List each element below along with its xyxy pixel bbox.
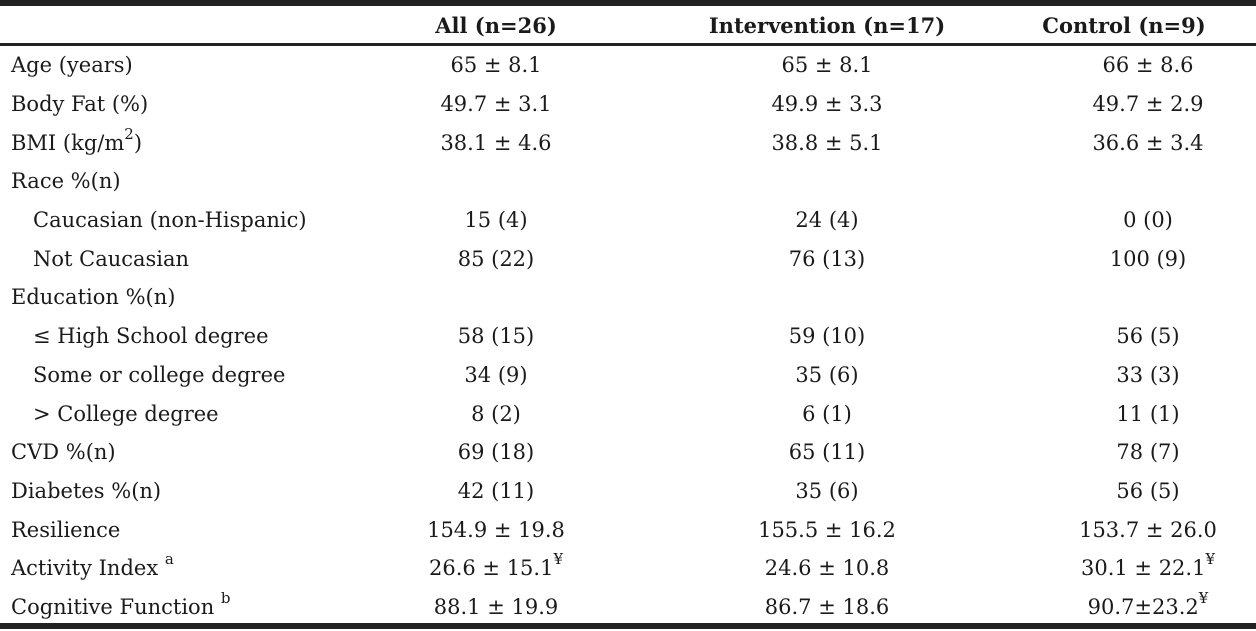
cell-intervention: 155.5 ± 16.2 <box>758 517 896 542</box>
row-label: CVD %(n) <box>11 440 116 465</box>
cell-all: 34 (9) <box>464 362 528 387</box>
cell-all: 26.6 ± 15.1¥ <box>330 549 662 588</box>
cell-intervention: 24.6 ± 10.8 <box>764 556 890 581</box>
row-label: Activity Index a <box>0 549 330 588</box>
cell-control: 100 (9) <box>1109 246 1187 271</box>
row-label: Age (years) <box>11 53 133 78</box>
table-row: Education %(n) <box>0 278 1256 317</box>
table-row: Not Caucasian 85 (22) 76 (13) 100 (9) <box>0 239 1256 278</box>
table-row: Resilience 154.9 ± 19.8 155.5 ± 16.2 153… <box>0 510 1256 549</box>
table-row: Cognitive Function b 88.1 ± 19.9 86.7 ± … <box>0 588 1256 627</box>
cell-control: 33 (3) <box>1116 362 1180 387</box>
cell-intervention: 35 (6) <box>795 362 859 387</box>
cell-all: 58 (15) <box>457 324 535 349</box>
header-label-column <box>0 7 330 43</box>
table-row: Body Fat (%) 49.7 ± 3.1 49.9 ± 3.3 49.7 … <box>0 85 1256 124</box>
cell-control: 11 (1) <box>1116 401 1180 426</box>
table-top-rule <box>0 0 1256 6</box>
row-label-superscript: 2 <box>124 124 134 143</box>
row-label: Diabetes %(n) <box>11 478 162 503</box>
row-label: > College degree <box>33 401 219 426</box>
cell-intervention <box>662 278 992 317</box>
row-label-text: Activity Index <box>11 556 165 581</box>
cell-intervention: 24 (4) <box>795 208 859 233</box>
cell-control: 153.7 ± 26.0 <box>1079 517 1217 542</box>
cell-control: 30.1 ± 22.1¥ <box>992 549 1256 588</box>
cell-all: 88.1 ± 19.9 <box>433 594 559 619</box>
cell-all: 38.1 ± 4.6 <box>440 130 552 155</box>
row-label: Race %(n) <box>11 169 121 194</box>
significance-marker: ¥ <box>1198 588 1209 607</box>
row-label: Caucasian (non-Hispanic) <box>33 208 307 233</box>
header-all: All (n=26) <box>435 12 557 38</box>
row-label: Body Fat (%) <box>11 92 149 117</box>
cell-all <box>330 278 662 317</box>
table-row: CVD %(n) 69 (18) 65 (11) 78 (7) <box>0 433 1256 472</box>
header-intervention: Intervention (n=17) <box>708 12 946 38</box>
cell-all <box>330 162 662 201</box>
cell-control <box>992 162 1256 201</box>
cell-intervention: 65 ± 8.1 <box>781 53 873 78</box>
cell-control: 90.7±23.2¥ <box>992 588 1256 627</box>
row-label: Cognitive Function b <box>0 588 330 627</box>
cell-intervention: 59 (10) <box>788 324 866 349</box>
cell-control: 66 ± 8.6 <box>1102 53 1194 78</box>
cell-control: 49.7 ± 2.9 <box>1092 92 1204 117</box>
table-row: Caucasian (non-Hispanic) 15 (4) 24 (4) 0… <box>0 201 1256 240</box>
significance-marker: ¥ <box>553 550 563 569</box>
table-bottom-rule <box>0 623 1256 629</box>
footnote-marker: a <box>164 550 174 569</box>
cell-control: 36.6 ± 3.4 <box>1092 130 1204 155</box>
cell-intervention: 49.9 ± 3.3 <box>771 92 883 117</box>
cell-intervention: 65 (11) <box>788 440 866 465</box>
cell-control <box>992 278 1256 317</box>
header-row: All (n=26) Intervention (n=17) Control (… <box>0 7 1256 43</box>
row-label-text: Cognitive Function <box>11 594 221 619</box>
table-row: Age (years) 65 ± 8.1 65 ± 8.1 66 ± 8.6 <box>0 43 1256 85</box>
row-label: ≤ High School degree <box>33 324 269 349</box>
table-row: BMI (kg/m2) 38.1 ± 4.6 38.8 ± 5.1 36.6 ±… <box>0 123 1256 162</box>
cell-all: 15 (4) <box>464 208 528 233</box>
cell-intervention: 35 (6) <box>795 478 859 503</box>
row-label: Some or college degree <box>33 362 286 387</box>
cell-all: 154.9 ± 19.8 <box>427 517 565 542</box>
footnote-marker: b <box>220 588 231 607</box>
cell-value: 90.7±23.2 <box>1087 594 1199 619</box>
row-label: BMI (kg/m2) <box>0 123 330 162</box>
table-row: > College degree 8 (2) 6 (1) 11 (1) <box>0 394 1256 433</box>
cell-control: 56 (5) <box>1116 324 1180 349</box>
cell-control: 56 (5) <box>1116 478 1180 503</box>
row-label: Not Caucasian <box>33 246 190 271</box>
cell-all: 69 (18) <box>457 440 535 465</box>
header-control: Control (n=9) <box>1042 12 1206 38</box>
cell-control: 0 (0) <box>1123 208 1173 233</box>
cell-intervention: 6 (1) <box>802 401 852 426</box>
cell-intervention: 38.8 ± 5.1 <box>771 130 883 155</box>
row-label-tail: ) <box>133 130 143 155</box>
row-label: Education %(n) <box>11 285 176 310</box>
cell-control: 78 (7) <box>1116 440 1180 465</box>
cell-all: 8 (2) <box>471 401 521 426</box>
cell-intervention: 76 (13) <box>788 246 866 271</box>
table-row: Some or college degree 34 (9) 35 (6) 33 … <box>0 356 1256 395</box>
cell-all: 85 (22) <box>457 246 535 271</box>
table-row: Activity Index a 26.6 ± 15.1¥ 24.6 ± 10.… <box>0 549 1256 588</box>
cell-value: 30.1 ± 22.1 <box>1080 556 1206 581</box>
cell-all: 42 (11) <box>457 478 535 503</box>
table-row: Race %(n) <box>0 162 1256 201</box>
data-table: All (n=26) Intervention (n=17) Control (… <box>0 7 1256 626</box>
cell-all: 65 ± 8.1 <box>450 53 542 78</box>
cell-value: 26.6 ± 15.1 <box>428 556 554 581</box>
table-row: Diabetes %(n) 42 (11) 35 (6) 56 (5) <box>0 472 1256 511</box>
significance-marker: ¥ <box>1205 550 1215 569</box>
cell-all: 49.7 ± 3.1 <box>440 92 552 117</box>
cell-intervention: 86.7 ± 18.6 <box>764 594 890 619</box>
cell-intervention <box>662 162 992 201</box>
table-row: ≤ High School degree 58 (15) 59 (10) 56 … <box>0 317 1256 356</box>
row-label: Resilience <box>11 517 121 542</box>
table-header-rule <box>0 43 1256 46</box>
row-label-text: BMI (kg/m <box>11 130 125 155</box>
